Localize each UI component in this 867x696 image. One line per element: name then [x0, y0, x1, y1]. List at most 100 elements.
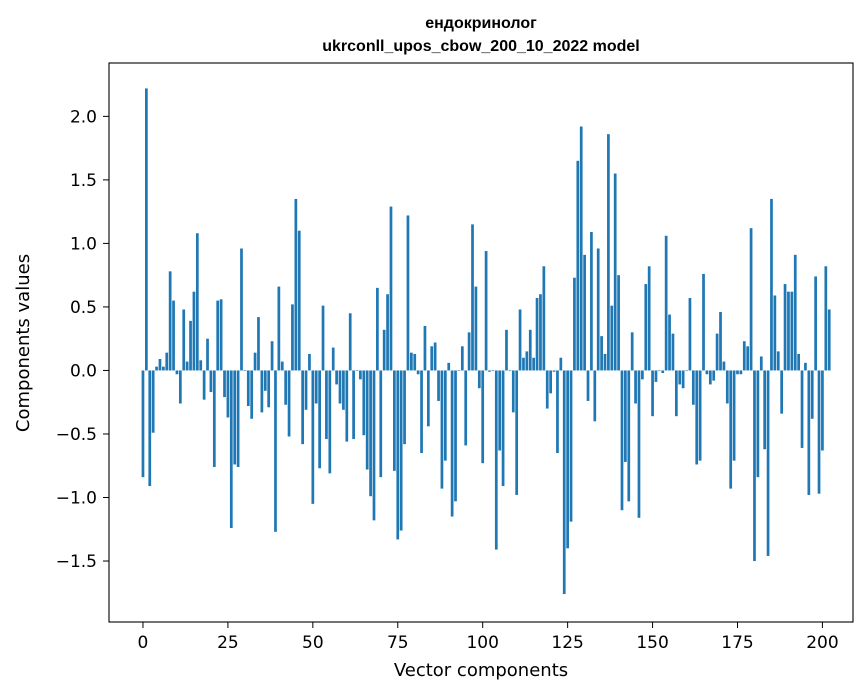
bar-component-70	[379, 370, 383, 478]
bar-component-42	[284, 370, 288, 405]
bar-component-87	[437, 370, 440, 401]
bar-component-75	[396, 370, 400, 540]
bar-component-52	[318, 370, 321, 469]
bar-component-82	[420, 370, 423, 454]
bar-component-8	[168, 271, 172, 371]
bar-component-9	[172, 300, 175, 371]
bar-component-116	[535, 298, 539, 371]
bar-component-31	[246, 370, 250, 407]
bar-component-128	[576, 160, 580, 371]
x-tick-label: 100	[466, 633, 498, 653]
bar-component-114	[528, 329, 532, 371]
bar-component-30	[243, 370, 247, 372]
bar-component-65	[362, 370, 366, 436]
bar-component-194	[800, 370, 804, 448]
bar-component-160	[685, 370, 688, 372]
bar-component-69	[376, 287, 379, 371]
y-tick-label: −1.5	[56, 552, 97, 572]
bar-component-58	[338, 370, 342, 404]
bar-component-171	[722, 361, 726, 371]
y-tick-label: 1.0	[70, 234, 97, 254]
bar-component-88	[440, 370, 444, 489]
bar-component-60	[345, 370, 349, 442]
bar-component-53	[321, 305, 325, 371]
bar-component-193	[797, 353, 800, 371]
bar-component-146	[637, 370, 641, 518]
y-axis-ticks: −1.5 −1.0 −0.5 0.0 0.5 1.0 1.5 2.0	[56, 107, 109, 572]
bar-component-62	[352, 370, 355, 440]
bar-component-27	[233, 370, 237, 465]
chart-title-line-1: ендокринолог	[425, 15, 537, 32]
bar-component-189	[783, 284, 787, 371]
bar-component-173	[729, 370, 733, 489]
bar-component-133	[593, 370, 597, 422]
bar-component-125	[566, 370, 569, 549]
bar-component-4	[155, 366, 158, 371]
bar-component-14	[189, 320, 192, 371]
bar-component-78	[406, 215, 410, 371]
bar-component-184	[766, 370, 770, 556]
bar-component-80	[413, 353, 417, 371]
bar-component-29	[240, 248, 243, 371]
bar-component-95	[464, 370, 468, 446]
bar-component-144	[630, 332, 634, 371]
x-tick-label: 175	[721, 633, 753, 653]
bar-component-142	[624, 370, 627, 462]
bar-component-108	[508, 370, 512, 372]
bar-component-181	[756, 370, 760, 478]
bar-component-91	[450, 370, 454, 517]
x-axis-label: Vector components	[394, 660, 568, 681]
bar-component-18	[202, 370, 206, 400]
bar-component-109	[511, 370, 515, 413]
bar-component-101	[484, 251, 488, 371]
bar-component-138	[610, 305, 614, 371]
y-tick-label: −0.5	[56, 425, 97, 445]
bar-component-105	[498, 370, 502, 451]
bar-component-168	[712, 370, 716, 381]
bar-component-129	[579, 126, 583, 371]
bar-component-92	[454, 370, 457, 502]
bar-component-66	[365, 370, 369, 470]
bar-component-11	[178, 370, 182, 404]
bar-component-174	[732, 370, 736, 461]
bar-component-183	[763, 370, 767, 450]
bar-component-124	[562, 370, 566, 595]
bar-component-169	[715, 333, 719, 371]
bar-component-57	[335, 370, 338, 385]
bar-component-176	[739, 370, 743, 375]
bar-component-188	[780, 370, 784, 414]
bar-component-135	[600, 336, 603, 371]
bar-component-21	[212, 370, 216, 467]
bar-component-151	[654, 370, 658, 382]
bar-component-126	[569, 370, 573, 522]
bar-component-139	[613, 173, 617, 371]
bar-component-154	[664, 235, 668, 371]
bar-component-127	[573, 277, 576, 371]
bar-component-122	[556, 370, 559, 454]
bar-component-175	[736, 370, 739, 375]
bar-component-33	[253, 352, 257, 371]
bar-component-178	[746, 346, 750, 371]
bar-component-49	[308, 353, 311, 371]
bar-component-25	[226, 370, 230, 418]
bar-component-132	[590, 231, 593, 371]
bar-component-85	[430, 346, 434, 371]
bar-component-145	[634, 370, 637, 404]
bar-component-195	[804, 362, 807, 371]
bar-component-17	[199, 360, 203, 371]
bar-component-164	[698, 370, 702, 461]
x-tick-label: 200	[806, 633, 838, 653]
bar-component-106	[501, 370, 505, 487]
bar-component-111	[518, 309, 522, 371]
bar-component-63	[355, 370, 359, 372]
x-tick-label: 150	[636, 633, 668, 653]
bar-component-0	[141, 370, 145, 478]
bar-component-103	[491, 370, 495, 372]
bar-component-167	[708, 370, 712, 385]
x-axis-ticks: 0 25 50 75 100 125 150 175 200	[138, 622, 839, 653]
bars-group	[141, 88, 831, 595]
bar-component-12	[182, 309, 186, 371]
bar-component-190	[787, 291, 790, 371]
x-tick-label: 25	[217, 633, 239, 653]
